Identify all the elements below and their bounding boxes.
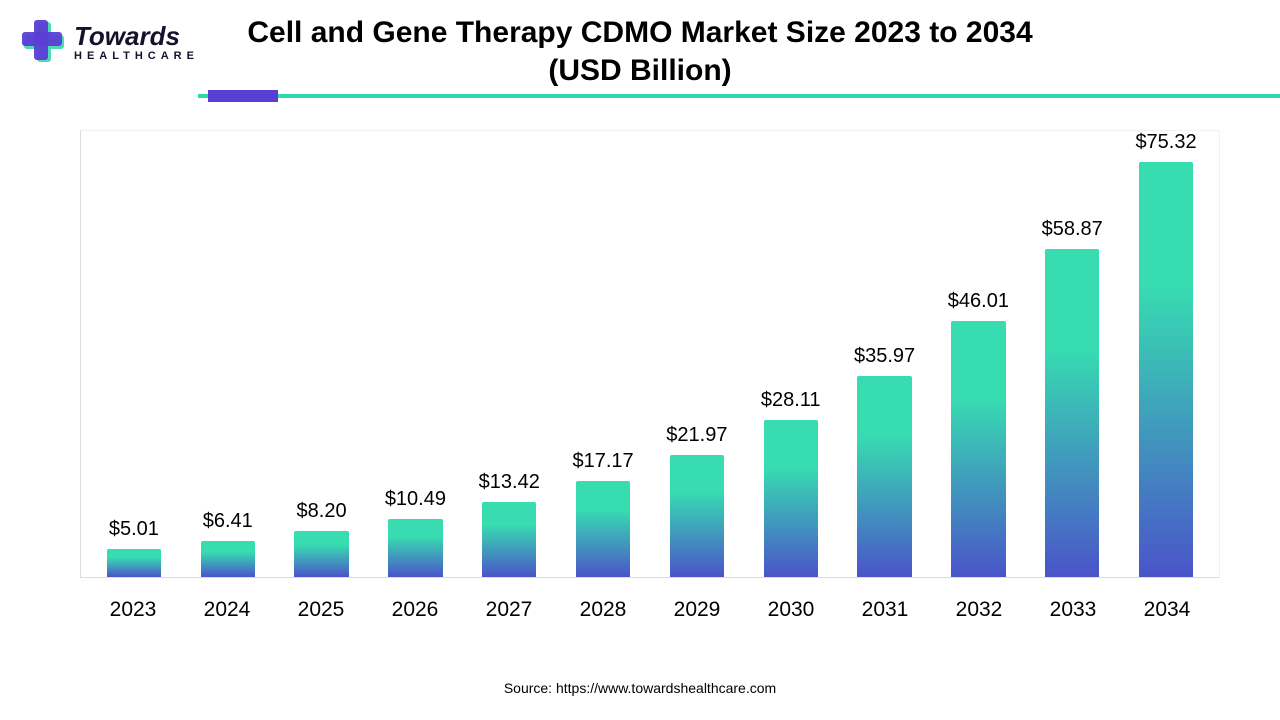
bars-container: $5.01 $6.41 $8.20 $10.49 $13.42 $17.17 $21.97 $…	[81, 131, 1219, 577]
bar	[388, 519, 442, 577]
bar-slot: $17.17	[556, 131, 650, 577]
chart-title-line2: (USD Billion)	[0, 52, 1280, 90]
bar-value-label: $28.11	[761, 389, 821, 412]
x-tick-label: 2032	[932, 586, 1026, 630]
bar-slot: $5.01	[87, 131, 181, 577]
bar-value-label: $10.49	[385, 488, 446, 511]
x-tick-label: 2033	[1026, 586, 1120, 630]
bar-slot: $6.41	[181, 131, 275, 577]
bar-value-label: $21.97	[666, 424, 727, 447]
x-tick-label: 2031	[838, 586, 932, 630]
bar	[1045, 249, 1099, 577]
x-tick-label: 2034	[1120, 586, 1214, 630]
bar-slot: $35.97	[838, 131, 932, 577]
accent-rule	[198, 94, 1280, 98]
bar-value-label: $75.32	[1135, 131, 1196, 154]
source-text: Source: https://www.towardshealthcare.co…	[0, 680, 1280, 696]
bar-slot: $46.01	[931, 131, 1025, 577]
plot-area: $5.01 $6.41 $8.20 $10.49 $13.42 $17.17 $21.97 $…	[80, 130, 1220, 578]
bar-value-label: $6.41	[203, 510, 253, 533]
x-tick-label: 2023	[86, 586, 180, 630]
bar	[857, 376, 911, 577]
bar	[576, 481, 630, 577]
bar-slot: $8.20	[275, 131, 369, 577]
chart-title-line1: Cell and Gene Therapy CDMO Market Size 2…	[0, 14, 1280, 52]
bar-value-label: $13.42	[479, 471, 540, 494]
bar	[201, 541, 255, 577]
bar-value-label: $17.17	[572, 450, 633, 473]
bar-slot: $28.11	[744, 131, 838, 577]
bar	[107, 549, 161, 577]
bar-slot: $10.49	[368, 131, 462, 577]
bar	[294, 531, 348, 577]
x-tick-label: 2027	[462, 586, 556, 630]
page-root: Towards HEALTHCARE Cell and Gene Therapy…	[0, 0, 1280, 720]
bar	[1139, 162, 1193, 577]
x-tick-label: 2029	[650, 586, 744, 630]
bar-slot: $21.97	[650, 131, 744, 577]
bar-value-label: $46.01	[948, 290, 1009, 313]
bar-value-label: $8.20	[297, 500, 347, 523]
bar-slot: $75.32	[1119, 131, 1213, 577]
accent-chip	[208, 90, 278, 102]
bar-chart: $5.01 $6.41 $8.20 $10.49 $13.42 $17.17 $21.97 $…	[70, 120, 1220, 630]
bar-value-label: $5.01	[109, 518, 159, 541]
bar	[764, 420, 818, 577]
bar	[482, 502, 536, 577]
chart-title: Cell and Gene Therapy CDMO Market Size 2…	[0, 14, 1280, 89]
x-tick-label: 2025	[274, 586, 368, 630]
bar-value-label: $35.97	[854, 345, 915, 368]
bar	[670, 455, 724, 577]
bar	[951, 321, 1005, 578]
bar-value-label: $58.87	[1042, 218, 1103, 241]
bar-slot: $13.42	[462, 131, 556, 577]
x-tick-label: 2024	[180, 586, 274, 630]
x-tick-label: 2030	[744, 586, 838, 630]
x-tick-label: 2028	[556, 586, 650, 630]
x-axis: 2023202420252026202720282029203020312032…	[80, 586, 1220, 630]
bar-slot: $58.87	[1025, 131, 1119, 577]
x-tick-label: 2026	[368, 586, 462, 630]
